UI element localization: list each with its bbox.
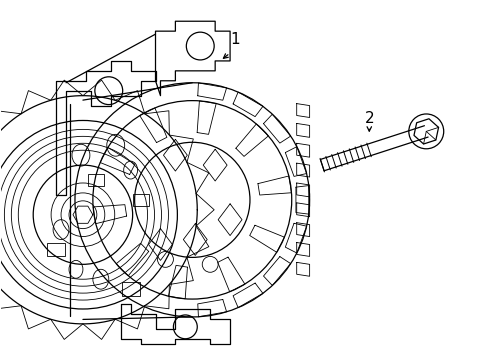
Bar <box>47 243 65 256</box>
Text: 2: 2 <box>364 111 373 126</box>
Bar <box>132 194 148 206</box>
Bar <box>88 174 103 186</box>
Bar <box>122 282 139 296</box>
Text: 1: 1 <box>230 32 240 46</box>
